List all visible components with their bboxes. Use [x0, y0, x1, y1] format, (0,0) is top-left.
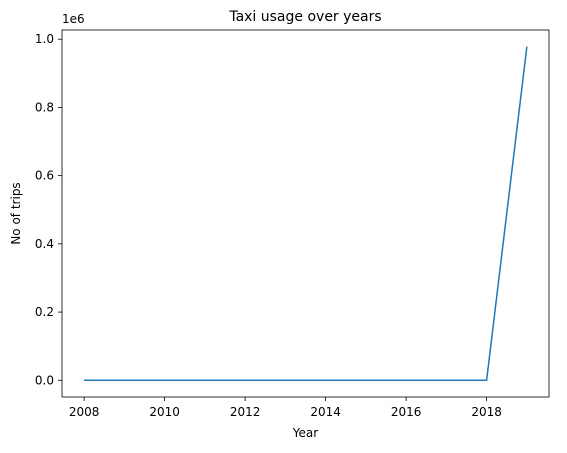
x-tick-label: 2018 — [471, 405, 502, 419]
y-axis-label: No of trips — [9, 182, 23, 244]
x-tick-label: 2012 — [230, 405, 261, 419]
series-line — [84, 46, 528, 382]
y-tick-label: 1.0 — [35, 32, 54, 46]
x-tick-label: 2016 — [391, 405, 422, 419]
x-tick-label: 2014 — [310, 405, 341, 419]
y-tick-label: 0.2 — [35, 305, 54, 319]
y-tick-label: 0.6 — [35, 169, 54, 183]
plot-frame — [61, 29, 550, 398]
y-offset-label: 1e6 — [62, 12, 85, 26]
x-axis: 2008 2010 2012 2014 2016 2018 — [69, 397, 502, 419]
x-tick-label: 2008 — [69, 405, 100, 419]
y-tick-label: 0.8 — [35, 100, 54, 114]
chart-title: Taxi usage over years — [228, 9, 381, 25]
y-tick-label: 0.0 — [35, 373, 54, 387]
x-axis-label: Year — [292, 426, 318, 440]
x-tick-label: 2010 — [149, 405, 180, 419]
y-axis: 0.0 0.2 0.4 0.6 0.8 1.0 — [35, 32, 62, 387]
plot-area — [61, 29, 550, 398]
y-tick-label: 0.4 — [35, 237, 54, 251]
